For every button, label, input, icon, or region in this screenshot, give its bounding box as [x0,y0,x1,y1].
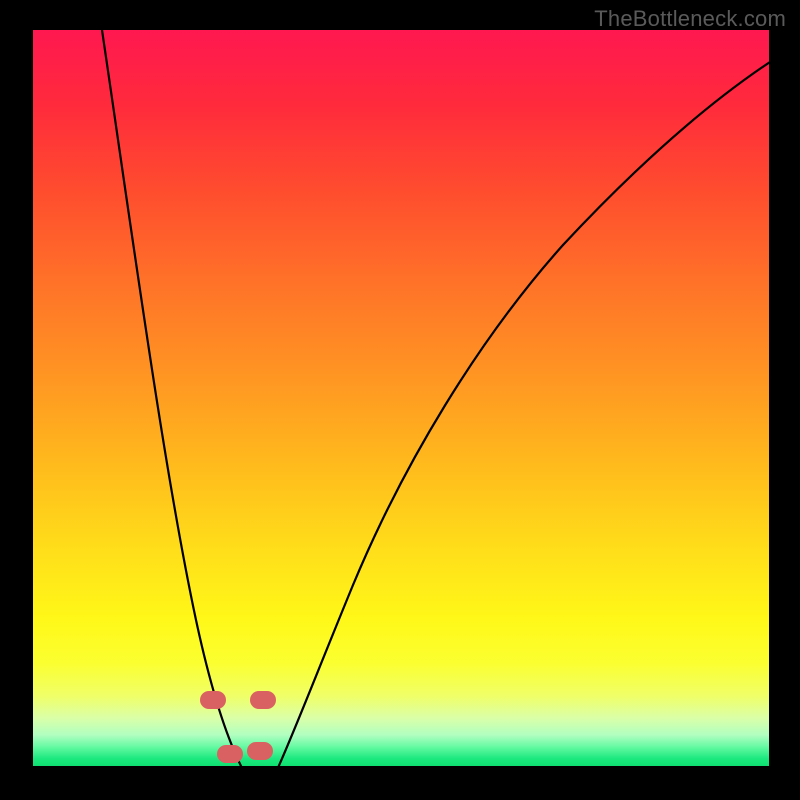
data-marker-1 [250,691,276,709]
watermark-text: TheBottleneck.com [594,6,786,32]
marker-container [33,30,769,770]
data-marker-3 [247,742,273,760]
data-marker-0 [200,691,226,709]
plot-area [33,30,769,770]
data-marker-2 [217,745,243,763]
